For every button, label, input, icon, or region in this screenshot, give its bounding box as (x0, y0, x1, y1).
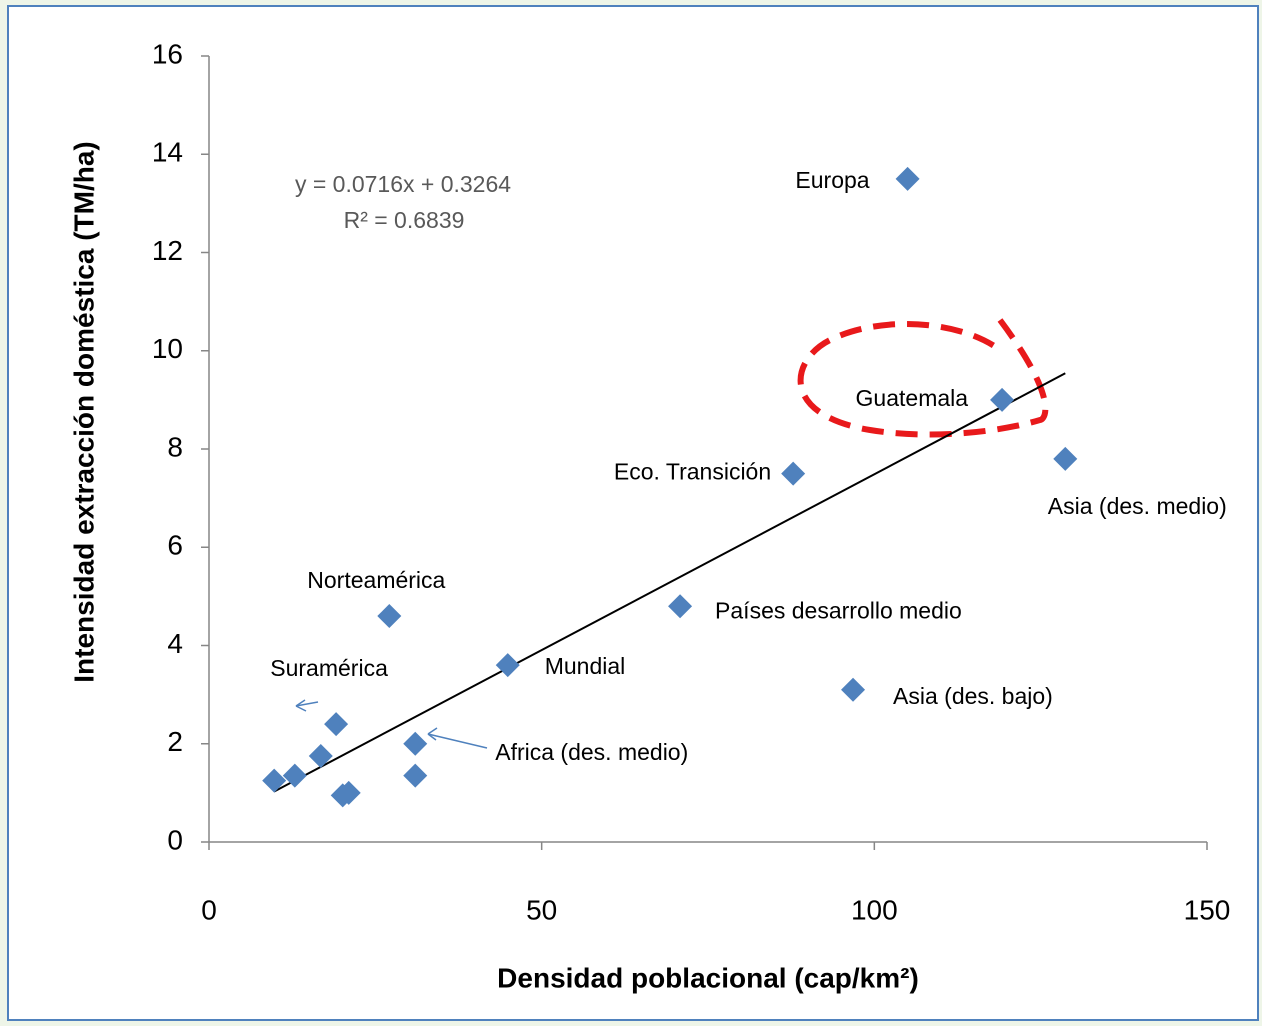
x-tick-label: 50 (526, 894, 557, 925)
y-tick-label: 14 (152, 137, 183, 168)
trend-equation: y = 0.0716x + 0.3264 (295, 171, 511, 197)
point (895, 166, 920, 191)
chart-frame (7, 5, 1259, 1021)
y-tick-label: 6 (167, 530, 183, 561)
point (668, 594, 693, 619)
point-label: Guatemala (856, 385, 969, 411)
x-axis-title: Densidad poblacional (cap/km²) (497, 962, 919, 993)
point (1053, 446, 1078, 471)
point (308, 744, 333, 769)
point (324, 712, 349, 737)
trendline (273, 372, 1066, 793)
y-tick-label: 10 (152, 333, 183, 364)
point (841, 677, 866, 702)
y-tick-label: 16 (152, 38, 183, 69)
y-tick-label: 8 (167, 431, 183, 462)
point (990, 387, 1015, 412)
x-tick-label: 150 (1184, 894, 1231, 925)
point-label: Eco. Transición (614, 459, 771, 485)
trend-r2: R² = 0.6839 (344, 207, 465, 233)
point (282, 763, 307, 788)
x-tick-label: 100 (851, 894, 898, 925)
point-label: Norteamérica (307, 567, 445, 593)
arrow-head (427, 727, 438, 741)
point (403, 763, 428, 788)
point (330, 783, 355, 808)
point (495, 653, 520, 678)
arrows (295, 699, 488, 749)
highlight-ellipse (797, 318, 1049, 438)
y-tick-label: 2 (167, 726, 183, 757)
point (403, 731, 428, 756)
y-axis-title: Intensidad extracción doméstica (TM/ha) (68, 141, 99, 682)
y-tick-label: 12 (152, 235, 183, 266)
point (781, 461, 806, 486)
point (377, 604, 402, 629)
point-label: Europa (795, 167, 869, 193)
point-label: Asia (des. bajo) (893, 683, 1053, 709)
y-tick-label: 0 (167, 824, 183, 855)
arrow-head (295, 699, 307, 712)
arrow (295, 701, 319, 707)
arrow (427, 733, 488, 749)
point-label: Mundial (545, 653, 626, 679)
x-tick-label: 0 (201, 894, 217, 925)
point (262, 768, 287, 793)
point-label: Países desarrollo medio (715, 597, 962, 623)
point-label: Suramérica (270, 655, 388, 681)
y-tick-label: 4 (167, 628, 183, 659)
point-label: Asia (des. medio) (1048, 493, 1227, 519)
point-label: Africa (des. medio) (495, 739, 688, 765)
